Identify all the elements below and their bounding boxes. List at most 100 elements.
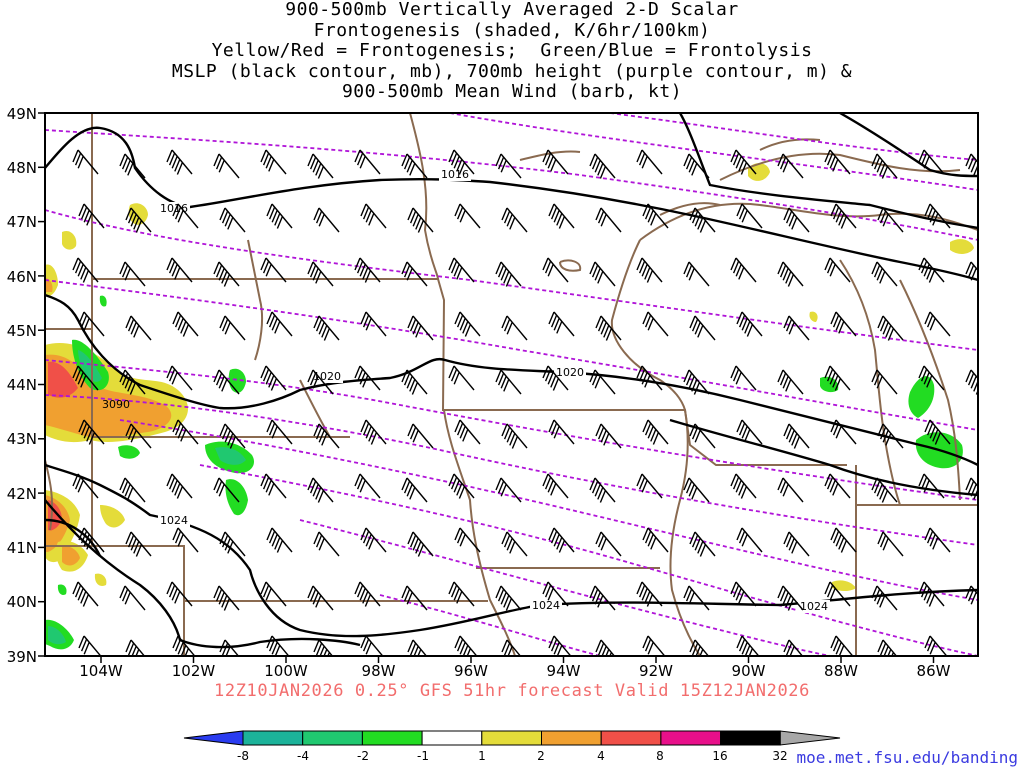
lon-label: 96W — [454, 662, 488, 680]
wind-barb — [642, 203, 669, 229]
wind-barb — [448, 149, 475, 175]
wind-barb — [266, 419, 293, 445]
wind-barb — [401, 261, 428, 287]
wind-barb — [307, 477, 334, 503]
border-line — [299, 379, 331, 438]
wind-barb — [871, 477, 898, 503]
wind-barb — [965, 261, 978, 281]
wind-barb — [636, 473, 663, 499]
mslp-contour-line — [839, 113, 978, 178]
wind-barb — [119, 585, 146, 611]
wind-barb — [72, 365, 99, 391]
wind-barb — [260, 581, 287, 607]
mslp-label: 1024 — [532, 599, 560, 612]
wind-barb — [407, 207, 434, 233]
wind-barb — [166, 149, 193, 175]
wind-barb — [448, 257, 475, 283]
wind-barb — [407, 531, 434, 557]
wind-barb — [595, 639, 616, 656]
latitude-labels: 49N 48N 47N 46N 45N 44N 43N 42N 41N 40N … — [7, 105, 37, 666]
wind-barb — [830, 635, 854, 656]
frontogenesis-region-orange — [45, 354, 172, 438]
latitude-axis — [38, 112, 45, 657]
wind-barb — [824, 365, 851, 391]
wind-barb — [730, 365, 757, 391]
colorbar-tick-label: -1 — [417, 749, 429, 763]
lat-label: 42N — [7, 485, 37, 503]
wind-barb — [454, 419, 481, 445]
wind-barb — [401, 369, 428, 395]
wind-barb — [78, 419, 105, 445]
wind-barb — [877, 315, 904, 341]
wind-barb — [307, 261, 334, 287]
wind-barb — [730, 257, 757, 283]
wind-barb — [777, 261, 804, 287]
wind-barb — [924, 203, 951, 229]
wind-barb — [354, 149, 381, 175]
wind-barb — [636, 365, 663, 391]
border-line — [669, 409, 701, 656]
lon-label: 94W — [547, 662, 581, 680]
wind-barb — [689, 315, 716, 341]
wind-barb — [454, 203, 481, 229]
colorbar-tick-label: 8 — [656, 749, 664, 763]
wind-barb — [119, 153, 146, 179]
lat-label: 46N — [7, 268, 37, 286]
wind-barb — [495, 369, 522, 395]
wind-barb — [595, 207, 622, 233]
wind-barb — [125, 531, 152, 557]
colorbar-tick-label: 32 — [772, 749, 787, 763]
wind-barb — [307, 369, 334, 395]
wind-barb — [830, 527, 857, 553]
colorbar-cell — [183, 730, 244, 746]
title-line: 900-500mb Mean Wind (barb, kt) — [341, 81, 683, 102]
wind-barb — [213, 585, 240, 611]
mslp-contour-line — [45, 463, 978, 638]
wind-barb — [313, 423, 340, 449]
wind-barb — [783, 207, 810, 233]
wind-barb — [78, 203, 105, 229]
mslp-label: 1016 — [160, 202, 188, 215]
wind-barb — [642, 527, 669, 553]
colorbar — [183, 730, 841, 746]
wind-barb — [642, 311, 669, 337]
wind-barb — [72, 581, 99, 607]
wind-barb — [313, 207, 340, 233]
wind-barb — [407, 315, 434, 341]
wind-barb — [407, 423, 434, 449]
colorbar-tick-label: 16 — [712, 749, 727, 763]
wind-barb — [307, 153, 334, 179]
wind-barb — [266, 311, 293, 337]
source-credit-link[interactable]: moe.met.fsu.edu/banding — [796, 748, 1018, 767]
wind-barb — [72, 149, 99, 175]
height-contour-line — [45, 129, 978, 241]
wind-barb — [589, 585, 616, 611]
mslp-label: 1024 — [160, 514, 188, 527]
wind-barb — [360, 419, 387, 445]
wind-barb — [72, 473, 99, 499]
wind-barb — [730, 581, 757, 607]
wind-barb — [924, 419, 951, 445]
wind-barb — [260, 257, 287, 283]
wind-barb — [313, 315, 340, 341]
colorbar-tick-label: 4 — [597, 749, 605, 763]
height-contour-line — [299, 519, 831, 656]
wind-barb — [830, 203, 857, 229]
wind-barb — [924, 527, 951, 553]
wind-barb — [642, 635, 666, 656]
height-label: 3090 — [102, 398, 130, 411]
border-line — [247, 239, 264, 361]
border-line — [92, 278, 847, 466]
wind-barb — [777, 153, 804, 179]
chart-title: 900-500mb Vertically Averaged 2-D Scalar… — [0, 0, 1024, 103]
wind-barb — [72, 257, 99, 283]
wind-barb — [360, 203, 387, 229]
wind-barb — [501, 531, 528, 557]
wind-barb — [683, 369, 710, 395]
wind-barb — [589, 261, 616, 287]
wind-barb — [407, 639, 428, 656]
colorbar-cell — [361, 730, 423, 746]
wind-barb — [877, 639, 898, 656]
wind-barb — [401, 477, 428, 503]
